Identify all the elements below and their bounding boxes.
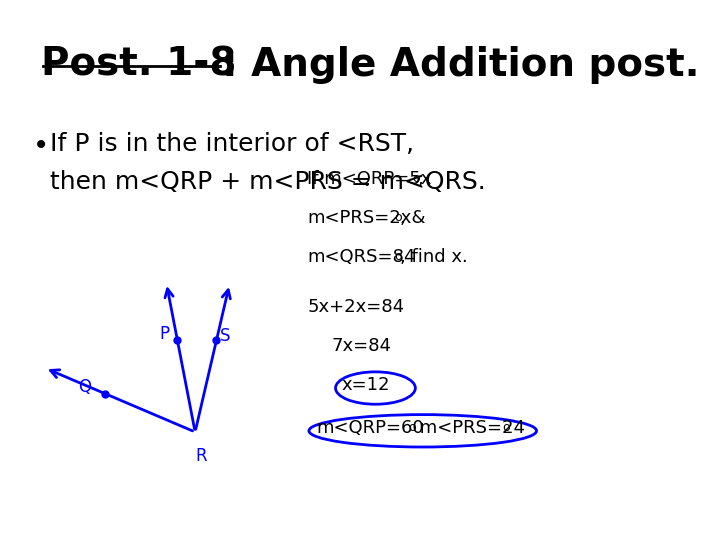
Text: o: o — [412, 172, 420, 185]
Text: x=12: x=12 — [342, 376, 390, 394]
Text: o: o — [408, 421, 415, 434]
Text: , &: , & — [400, 209, 426, 227]
Text: then m<QRP + m<PRS = m<QRS.: then m<QRP + m<PRS = m<QRS. — [50, 170, 486, 194]
Text: If P is in the interior of <RST,: If P is in the interior of <RST, — [50, 132, 415, 156]
Text: Post. 1-8: Post. 1-8 — [41, 46, 237, 84]
Text: o: o — [395, 211, 402, 224]
Text: If m<QRP=5x: If m<QRP=5x — [307, 170, 432, 188]
Text: m<PRS=24: m<PRS=24 — [414, 419, 525, 437]
Text: ,: , — [418, 170, 423, 188]
Text: m<PRS=2x: m<PRS=2x — [307, 209, 412, 227]
Text: •: • — [32, 132, 49, 160]
Text: 5x+2x=84: 5x+2x=84 — [307, 299, 405, 316]
Text: : Angle Addition post.: : Angle Addition post. — [222, 46, 699, 84]
Text: m<QRS=84: m<QRS=84 — [307, 248, 416, 266]
Text: o: o — [503, 421, 510, 434]
Text: 7x=84: 7x=84 — [331, 338, 391, 355]
Text: Q: Q — [78, 378, 91, 396]
Text: o: o — [395, 250, 402, 263]
Text: P: P — [159, 325, 169, 343]
Text: R: R — [195, 447, 207, 465]
Text: S: S — [220, 327, 230, 345]
Text: , find x.: , find x. — [400, 248, 467, 266]
Text: m<QRP=60: m<QRP=60 — [316, 419, 424, 437]
